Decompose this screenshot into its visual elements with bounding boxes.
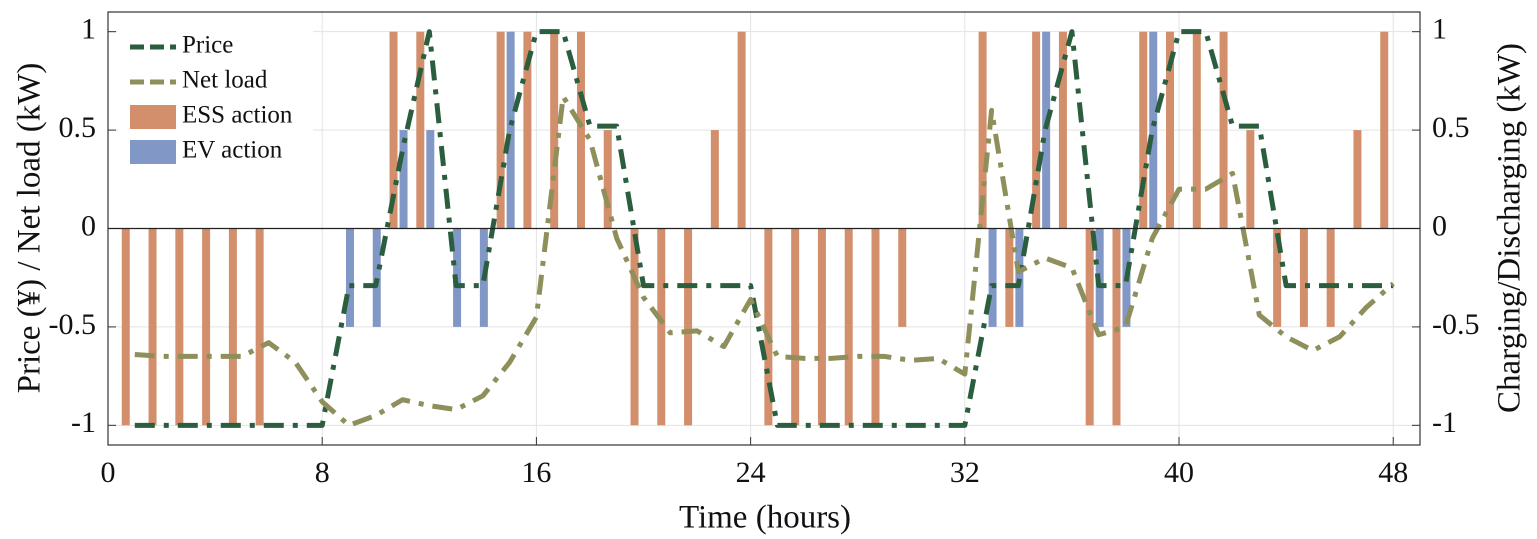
bar (345, 228, 354, 327)
bar (817, 228, 826, 426)
marks-layer (121, 29, 1395, 428)
bar (148, 228, 157, 426)
bar (496, 31, 505, 229)
x-tick-label: 16 (521, 456, 551, 489)
bar (844, 228, 853, 426)
bar (175, 228, 184, 426)
bar (1192, 31, 1201, 229)
bar (764, 228, 773, 426)
legend-symbol (130, 105, 176, 129)
bar (389, 31, 398, 229)
bar (576, 31, 585, 229)
bar (684, 228, 693, 426)
bar (710, 130, 719, 229)
bar (978, 31, 987, 229)
bar (1219, 31, 1228, 229)
y-tick-label: 0 (81, 209, 96, 242)
bar (1085, 228, 1094, 426)
bar (737, 31, 746, 229)
bar (791, 228, 800, 426)
y-tick-label: -0.5 (49, 308, 97, 341)
bar (426, 130, 435, 229)
bar (1353, 130, 1362, 229)
x-tick-label: 0 (101, 456, 116, 489)
x-axis-label: Time (hours) (679, 500, 851, 536)
bar (1380, 31, 1389, 229)
bar (1005, 228, 1014, 327)
bar (898, 228, 907, 327)
bar (399, 130, 408, 229)
bar (1042, 31, 1051, 229)
bar (1149, 31, 1158, 229)
legend-label: Net load (182, 67, 268, 94)
bar (1058, 31, 1067, 229)
y2-tick-label: 1 (1432, 13, 1447, 46)
bar (1326, 228, 1335, 327)
y-tick-label: -1 (71, 406, 96, 439)
bar (1273, 228, 1282, 327)
bar (550, 31, 559, 229)
bar (228, 228, 237, 426)
legend-label: EV action (182, 137, 283, 164)
bar (202, 228, 211, 426)
x-tick-label: 32 (950, 456, 980, 489)
y-tick-label: 0.5 (59, 111, 97, 144)
y2-tick-label: -1 (1432, 406, 1457, 439)
bar (1015, 228, 1024, 327)
bar (1299, 228, 1308, 327)
bar (1112, 228, 1121, 426)
y2-tick-label: 0 (1432, 209, 1447, 242)
y-tick-label: 1 (81, 13, 96, 46)
y2-tick-label: -0.5 (1432, 308, 1480, 341)
y-axis-label: Price (¥) / Net load (kW) (12, 63, 48, 394)
x-tick-label: 8 (315, 456, 330, 489)
legend-symbol (130, 140, 176, 164)
legend-label: Price (182, 32, 233, 59)
y2-tick-label: 0.5 (1432, 111, 1470, 144)
bar (416, 31, 425, 229)
x-tick-label: 24 (736, 456, 766, 489)
bar (255, 228, 264, 426)
line (134, 29, 1394, 428)
x-tick-label: 40 (1164, 456, 1194, 489)
x-tick-label: 48 (1378, 456, 1408, 489)
y2-axis-label: Charging/Discharging (kW) (1492, 43, 1528, 413)
plot-frame (107, 11, 1421, 446)
bar (523, 31, 532, 229)
bar (988, 228, 997, 327)
bar (372, 228, 381, 327)
bar (1032, 31, 1041, 229)
legend-label: ESS action (182, 102, 293, 129)
bar (871, 228, 880, 426)
bar (1139, 31, 1148, 229)
bar (506, 31, 515, 229)
bar (121, 228, 130, 426)
legend: Price Net load ESS action EV action (118, 24, 313, 172)
bar (1166, 31, 1175, 229)
bar (603, 130, 612, 229)
axes-layer: 0 8 16 24 32 40 48 -1 -0.5 0 0.5 1 -1 -0.5 0 0.5 1 (49, 11, 1480, 489)
bar (630, 228, 639, 426)
bar (1246, 130, 1255, 229)
line (134, 94, 1395, 428)
bar (657, 228, 666, 426)
